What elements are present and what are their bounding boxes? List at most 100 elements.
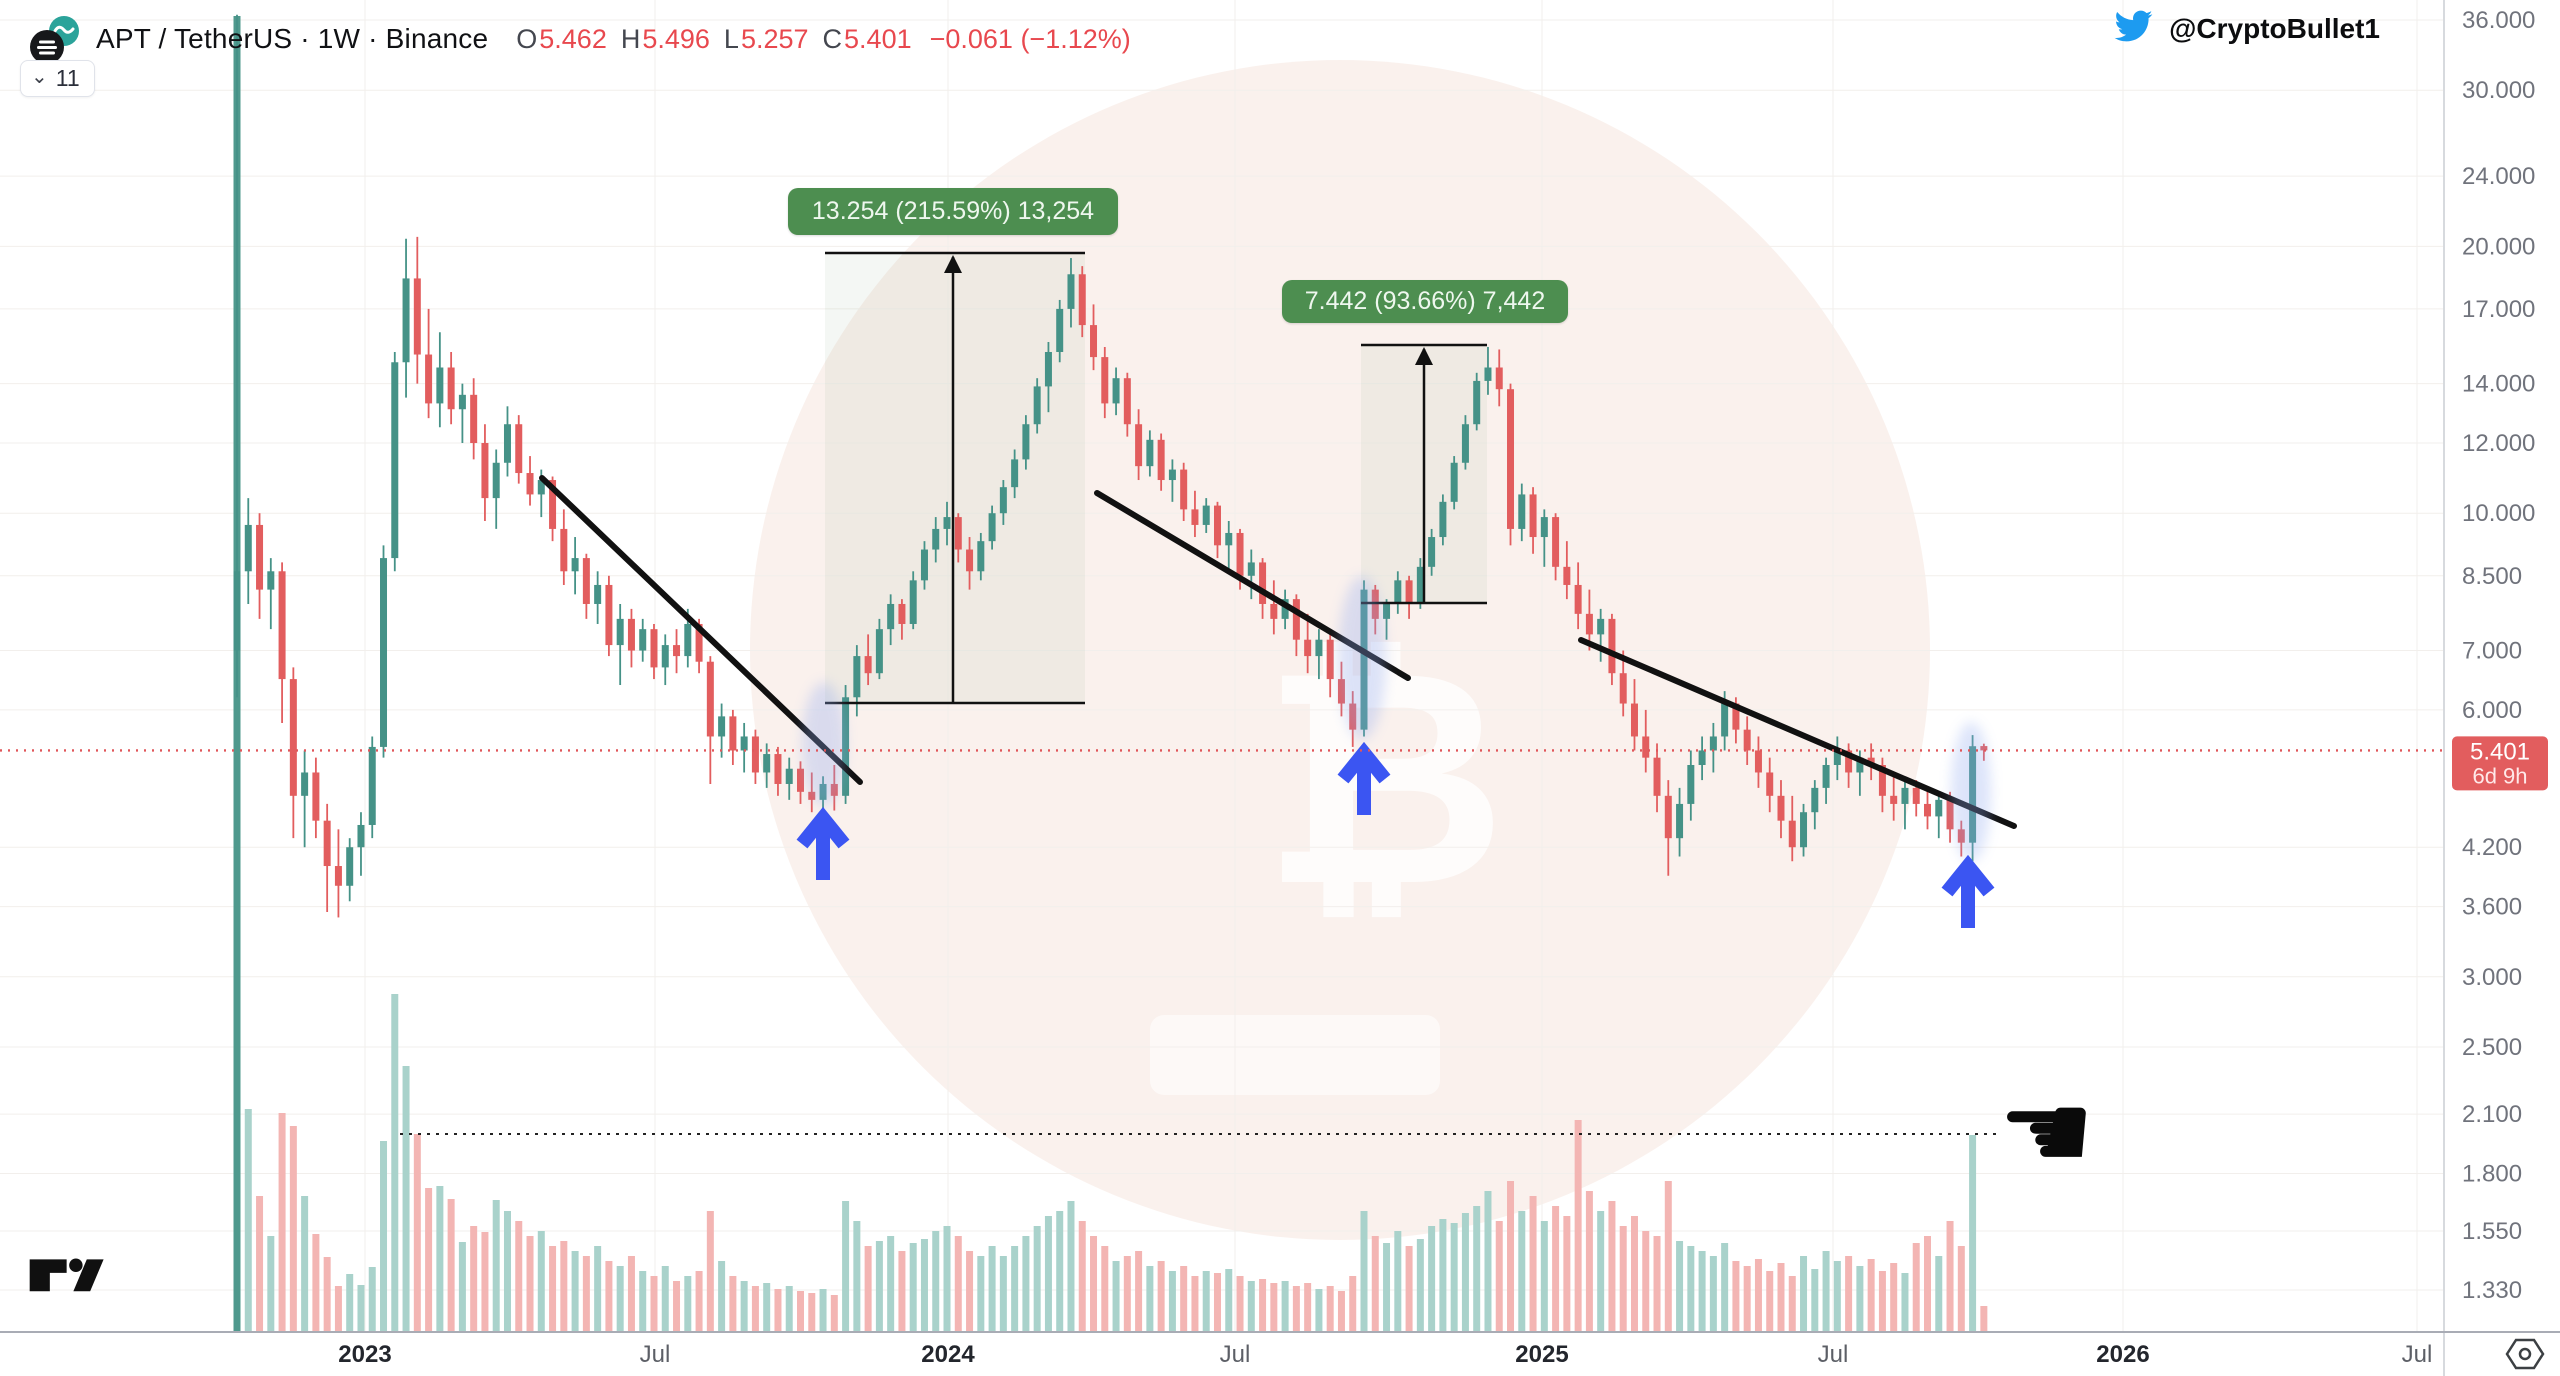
candle-body	[1067, 274, 1075, 309]
price-range-tool[interactable]	[1361, 343, 1487, 605]
candle-body	[1202, 505, 1210, 525]
tradingview-logo[interactable]	[28, 1256, 112, 1298]
trendline[interactable]	[1578, 637, 2017, 829]
volume-bar	[1552, 1206, 1560, 1331]
candle-body	[1878, 765, 1886, 796]
candle-body	[1811, 787, 1819, 813]
pointing-hand-icon: ☚	[1998, 1071, 2095, 1192]
candle-body	[458, 394, 466, 410]
volume-bar	[594, 1246, 602, 1331]
candle-body	[470, 394, 478, 444]
candle-body	[999, 487, 1007, 514]
candle-body	[650, 629, 658, 668]
price-axis-label: 20.000	[2462, 233, 2535, 260]
volume-bar	[1687, 1246, 1695, 1331]
price-axis-label: 36.000	[2462, 7, 2535, 34]
volume-bar	[1800, 1256, 1808, 1331]
candle-body	[898, 603, 906, 624]
volume-bar	[571, 1251, 579, 1331]
candle-body	[1540, 517, 1548, 538]
highlight-ellipse[interactable]	[1338, 576, 1386, 740]
volume-bar	[1101, 1246, 1109, 1331]
volume-bar	[797, 1291, 804, 1331]
candle-body	[1619, 673, 1627, 704]
candle-body	[1315, 639, 1323, 657]
up-arrow[interactable]	[1941, 854, 1995, 928]
measure-label-2[interactable]: 7.442 (93.66%) 7,442	[1282, 280, 1568, 323]
badge-countdown: 6d 9h	[2472, 763, 2527, 788]
volume-bar	[1912, 1243, 1920, 1331]
up-arrow[interactable]	[796, 806, 850, 880]
volume-bar	[1326, 1286, 1334, 1331]
volume-bar	[1754, 1259, 1762, 1331]
twitter-bird-icon	[2109, 6, 2157, 51]
candle-body	[1574, 584, 1582, 614]
volume-bar	[1619, 1226, 1627, 1331]
symbol-logo-icon	[18, 10, 82, 68]
candle-body	[988, 513, 996, 542]
price-axis-label: 6.000	[2462, 697, 2522, 724]
candle-body	[503, 424, 511, 463]
candle-body	[1687, 765, 1695, 804]
symbol-title[interactable]: APT / TetherUS · 1W · Binance	[96, 23, 489, 54]
candle-body	[1630, 703, 1638, 737]
measure-region[interactable]	[825, 253, 1085, 703]
candle-body	[1495, 367, 1503, 390]
candle-body	[1225, 532, 1233, 546]
candle-body	[1112, 378, 1120, 404]
volume-bar	[1180, 1266, 1188, 1331]
price-axis-label: 17.000	[2462, 296, 2535, 323]
volume-bar	[1980, 1306, 1988, 1331]
candle-body	[1709, 736, 1717, 751]
price-axis[interactable]	[2444, 0, 2560, 1332]
time-axis[interactable]	[0, 1332, 2560, 1376]
candle-body	[627, 618, 635, 651]
volume-bar	[1867, 1259, 1875, 1331]
volume-bar	[492, 1200, 500, 1331]
up-arrow[interactable]	[1337, 741, 1391, 815]
candle-body	[1563, 566, 1571, 585]
volume-bar	[875, 1241, 883, 1331]
volume-bar	[549, 1246, 557, 1331]
volume-bar	[1946, 1221, 1954, 1331]
candle-body	[278, 571, 286, 680]
candle-body	[1766, 772, 1774, 796]
candle-body	[1484, 367, 1492, 381]
measure-label-1[interactable]: 13.254 (215.59%) 13,254	[788, 188, 1118, 235]
candle-body	[436, 367, 444, 404]
volume-bar	[627, 1256, 635, 1331]
candle-body	[1022, 424, 1030, 460]
volume-bar	[1450, 1223, 1458, 1331]
volume-bar	[470, 1226, 478, 1331]
volume-bar	[323, 1257, 331, 1331]
highlight-ellipse[interactable]	[802, 682, 846, 806]
volume-bar	[1259, 1279, 1267, 1331]
volume-bar	[639, 1271, 647, 1331]
highlight-ellipse[interactable]	[1951, 722, 1991, 862]
candle-body	[605, 584, 613, 646]
candle-body	[447, 367, 455, 410]
candle-body	[1056, 308, 1064, 352]
candle-body	[549, 480, 557, 529]
volume-bar	[988, 1246, 996, 1331]
candle-body	[1191, 509, 1199, 525]
volume-bar	[1405, 1246, 1413, 1331]
price-axis-label: 3.600	[2462, 894, 2522, 921]
volume-bar	[1202, 1271, 1210, 1331]
candle-body	[920, 549, 928, 581]
volume-bar	[718, 1261, 726, 1331]
timezone-settings-icon[interactable]	[2505, 1338, 2545, 1370]
candle-body	[1146, 439, 1154, 467]
volume-bar	[413, 1134, 421, 1331]
price-range-tool[interactable]	[825, 251, 1085, 705]
volume-bar	[1676, 1241, 1684, 1331]
candle-body	[425, 354, 433, 404]
candle-body	[594, 584, 602, 604]
volume-bar	[582, 1256, 590, 1331]
candle-body	[1642, 736, 1650, 758]
volume-bar	[1157, 1261, 1165, 1331]
drawings-count-chip[interactable]: ⌄ 11	[20, 60, 95, 97]
volume-bar	[380, 1141, 388, 1331]
time-axis-label: Jul	[1220, 1341, 1251, 1368]
